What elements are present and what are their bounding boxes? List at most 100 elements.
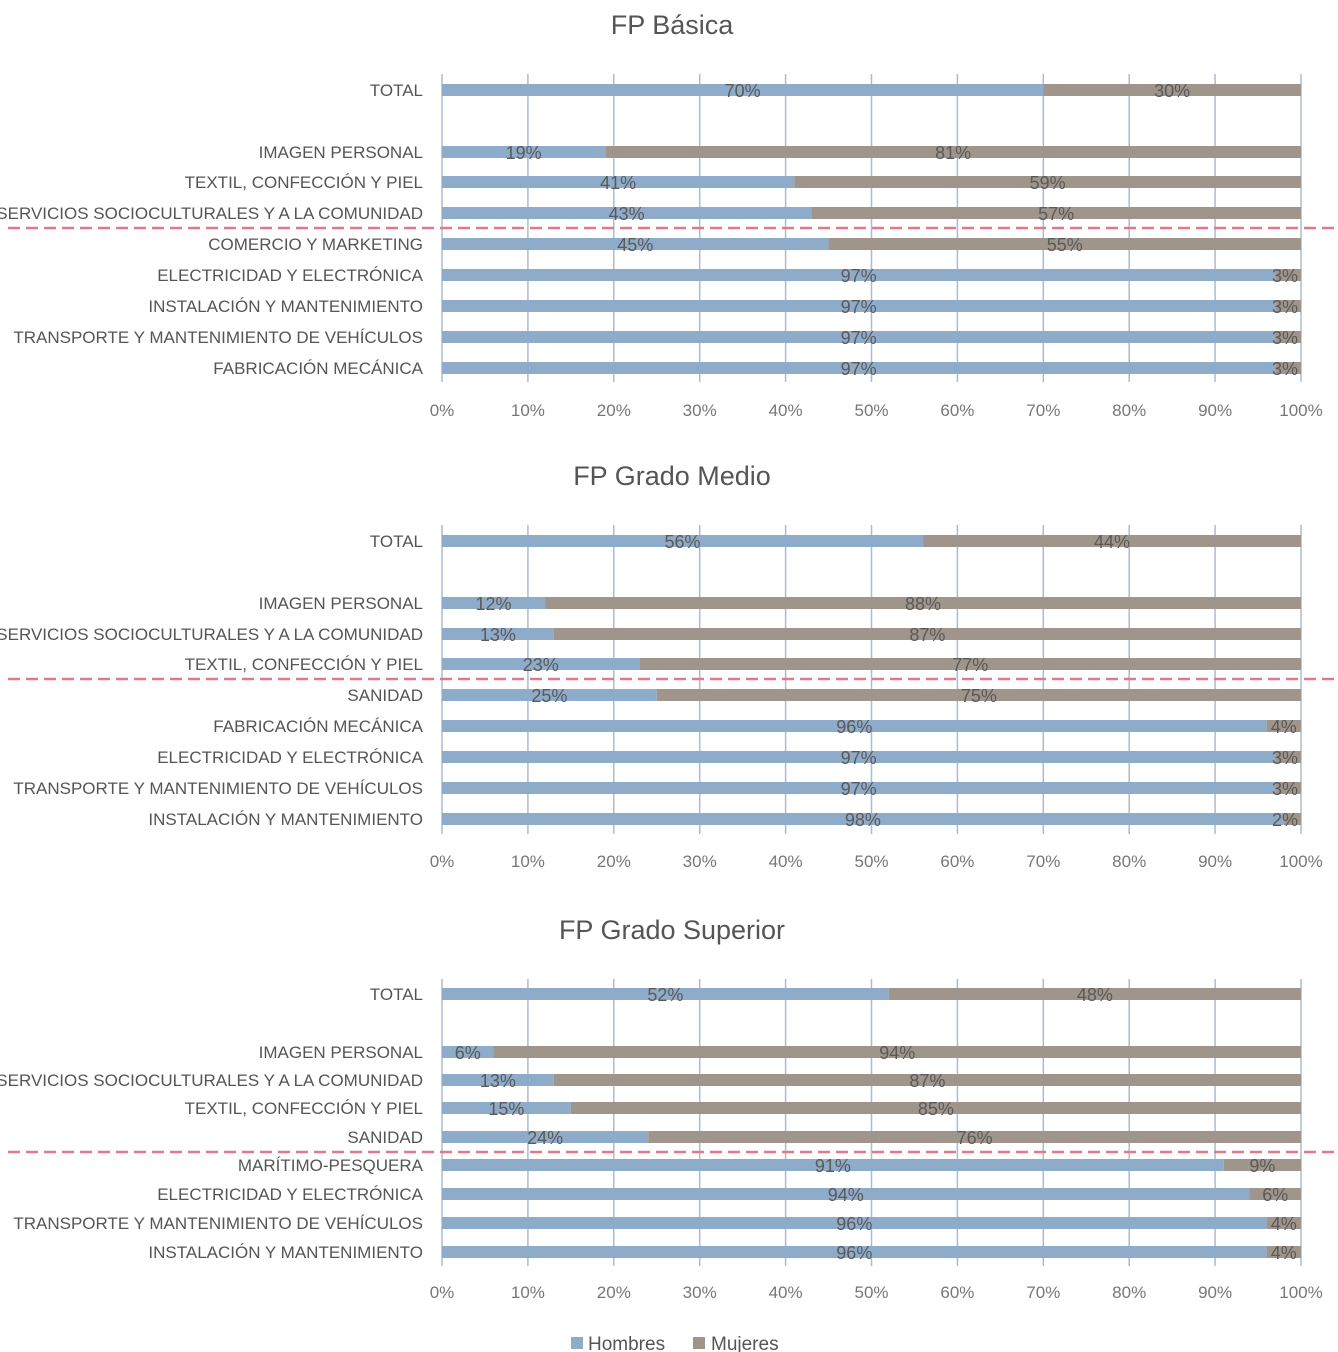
bar-mujeres — [1275, 331, 1301, 343]
data-label-mujeres: 76% — [957, 1128, 993, 1148]
legend-label-mujeres: Mujeres — [711, 1334, 779, 1352]
bar-hombres — [442, 751, 1276, 763]
x-tick-label: 60% — [940, 852, 974, 871]
bar-mujeres — [1266, 1217, 1301, 1229]
x-tick-label: 50% — [854, 401, 888, 420]
data-label-hombres: 12% — [476, 594, 512, 614]
x-tick-label: 20% — [597, 401, 631, 420]
bar-hombres — [442, 84, 1044, 96]
category-label: TEXTIL, CONFECCIÓN Y PIEL — [185, 1099, 423, 1118]
data-label-hombres: 13% — [480, 625, 516, 645]
data-label-mujeres: 55% — [1047, 235, 1083, 255]
category-label: INSTALACIÓN Y MANTENIMIENTO — [148, 297, 423, 316]
category-label: FABRICACIÓN MECÁNICA — [213, 717, 423, 736]
data-label-mujeres: 3% — [1272, 297, 1298, 317]
bar-hombres — [442, 176, 795, 188]
x-tick-label: 90% — [1198, 401, 1232, 420]
x-tick-label: 80% — [1112, 852, 1146, 871]
data-label-hombres: 91% — [815, 1156, 851, 1176]
data-label-mujeres: 6% — [1262, 1185, 1288, 1205]
data-label-hombres: 56% — [665, 532, 701, 552]
data-label-mujeres: 4% — [1271, 1243, 1297, 1263]
x-tick-label: 0% — [430, 852, 455, 871]
x-tick-label: 100% — [1279, 401, 1322, 420]
bar-hombres — [442, 362, 1276, 374]
data-label-hombres: 52% — [647, 985, 683, 1005]
data-label-hombres: 15% — [488, 1099, 524, 1119]
bar-hombres — [442, 1131, 649, 1143]
bar-mujeres — [1275, 362, 1301, 374]
bar-mujeres — [553, 1074, 1301, 1086]
data-label-hombres: 23% — [523, 655, 559, 675]
x-tick-label: 70% — [1026, 852, 1060, 871]
charts-layer: FP Básica 0% 10% 20% 30% 40% 50% 60% 70% 80% 90% 10… — [0, 10, 1334, 1302]
x-tick-label: 90% — [1198, 1283, 1232, 1302]
legend-label-hombres: Hombres — [588, 1334, 665, 1352]
data-label-hombres: 13% — [480, 1071, 516, 1091]
bar-mujeres — [888, 988, 1301, 1000]
bar-mujeres — [1266, 1246, 1301, 1258]
data-label-hombres: 97% — [841, 359, 877, 379]
data-label-mujeres: 44% — [1094, 532, 1130, 552]
bar-mujeres — [811, 207, 1301, 219]
bar-hombres — [442, 300, 1276, 312]
data-label-mujeres: 87% — [909, 1071, 945, 1091]
bar-hombres — [442, 1246, 1267, 1258]
x-tick-label: 100% — [1279, 852, 1322, 871]
category-label: SERVICIOS SOCIOCULTURALES Y A LA COMUNID… — [0, 204, 423, 223]
x-tick-label: 70% — [1026, 1283, 1060, 1302]
data-label-mujeres: 94% — [879, 1043, 915, 1063]
bar-hombres — [442, 720, 1267, 732]
data-label-hombres: 19% — [506, 143, 542, 163]
category-label: FABRICACIÓN MECÁNICA — [213, 359, 423, 378]
category-label: SANIDAD — [347, 1128, 423, 1147]
data-label-hombres: 24% — [527, 1128, 563, 1148]
data-label-mujeres: 57% — [1038, 204, 1074, 224]
chart-fp-grado-superior: FP Grado Superior 0% 10% 20% 30% 40% 50% 60% 70%… — [0, 915, 1334, 1302]
x-tick-label: 40% — [769, 401, 803, 420]
bar-mujeres — [656, 689, 1301, 701]
category-label: IMAGEN PERSONAL — [259, 1043, 423, 1062]
bar-hombres — [442, 1159, 1224, 1171]
x-tick-label: 0% — [430, 1283, 455, 1302]
data-label-mujeres: 75% — [961, 686, 997, 706]
legend-swatch-mujeres — [693, 1337, 705, 1349]
x-tick-label: 40% — [769, 852, 803, 871]
bar-mujeres — [1275, 300, 1301, 312]
x-tick-label: 10% — [511, 401, 545, 420]
category-label: ELECTRICIDAD Y ELECTRÓNICA — [157, 266, 423, 285]
data-label-mujeres: 87% — [909, 625, 945, 645]
bar-mujeres — [1275, 751, 1301, 763]
data-label-mujeres: 85% — [918, 1099, 954, 1119]
bar-hombres — [442, 1102, 571, 1114]
category-label: INSTALACIÓN Y MANTENIMIENTO — [148, 810, 423, 829]
data-label-mujeres: 3% — [1272, 359, 1298, 379]
bar-hombres — [442, 658, 640, 670]
data-label-mujeres: 2% — [1272, 810, 1298, 830]
category-label: MARÍTIMO-PESQUERA — [238, 1156, 424, 1175]
category-label: IMAGEN PERSONAL — [259, 594, 423, 613]
chart-fp-basica: FP Básica 0% 10% 20% 30% 40% 50% 60% 70% 80% 90% 10… — [0, 10, 1334, 420]
category-label: INSTALACIÓN Y MANTENIMIENTO — [148, 1243, 423, 1262]
data-label-mujeres: 81% — [935, 143, 971, 163]
category-label: COMERCIO Y MARKETING — [208, 235, 423, 254]
category-label: ELECTRICIDAD Y ELECTRÓNICA — [157, 748, 423, 767]
x-tick-label: 30% — [683, 852, 717, 871]
bar-hombres — [442, 689, 657, 701]
data-label-hombres: 97% — [841, 266, 877, 286]
data-label-hombres: 25% — [531, 686, 567, 706]
data-label-mujeres: 48% — [1077, 985, 1113, 1005]
x-tick-label: 0% — [430, 401, 455, 420]
bar-mujeres — [605, 146, 1301, 158]
data-label-hombres: 41% — [600, 173, 636, 193]
bar-mujeres — [794, 176, 1301, 188]
data-label-hombres: 97% — [841, 297, 877, 317]
legend-swatch-hombres — [571, 1337, 583, 1349]
data-label-mujeres: 3% — [1272, 328, 1298, 348]
data-label-hombres: 97% — [841, 748, 877, 768]
data-label-mujeres: 4% — [1271, 1214, 1297, 1234]
data-label-mujeres: 3% — [1272, 266, 1298, 286]
data-label-hombres: 70% — [725, 81, 761, 101]
chart-title: FP Grado Medio — [573, 461, 771, 491]
